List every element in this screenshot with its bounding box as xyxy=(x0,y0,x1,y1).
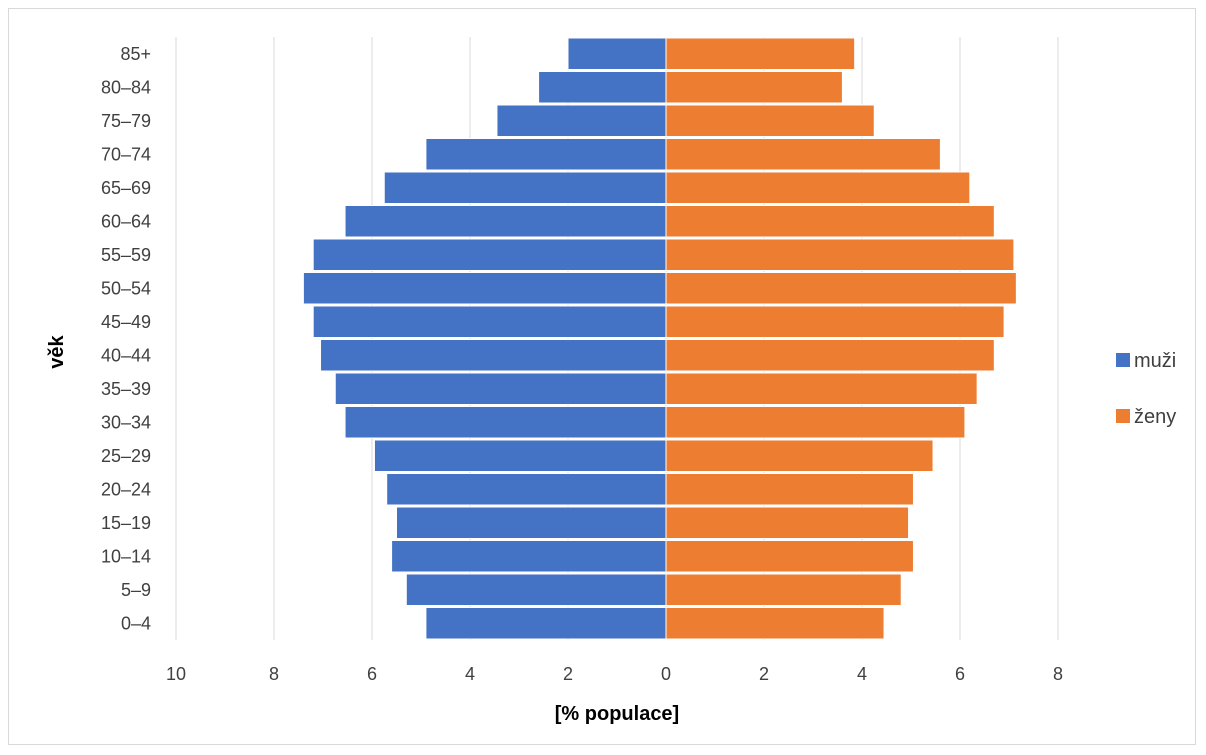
y-tick-label: 55–59 xyxy=(101,245,151,265)
bar-right-8 xyxy=(665,339,995,372)
bar-right-4 xyxy=(665,473,914,506)
y-tick-label: 5–9 xyxy=(121,580,151,600)
y-tick-label: 25–29 xyxy=(101,446,151,466)
bar-left-4 xyxy=(386,473,667,506)
bar-right-3 xyxy=(665,506,910,539)
bar-left-13 xyxy=(383,171,667,204)
x-tick-label: 0 xyxy=(661,664,671,684)
y-tick-label: 75–79 xyxy=(101,111,151,131)
x-tick-label: 4 xyxy=(857,664,867,684)
bar-right-13 xyxy=(665,171,971,204)
bar-right-1 xyxy=(665,573,902,606)
bar-left-7 xyxy=(334,372,667,405)
bars xyxy=(302,37,1017,640)
y-tick-label: 50–54 xyxy=(101,278,151,298)
bar-right-10 xyxy=(665,272,1017,305)
x-tick-label: 6 xyxy=(367,664,377,684)
y-tick-label: 85+ xyxy=(120,44,151,64)
y-tick-label: 10–14 xyxy=(101,546,151,566)
bar-left-8 xyxy=(320,339,667,372)
legend-swatch-1 xyxy=(1116,409,1130,423)
bar-right-15 xyxy=(665,104,875,137)
x-tick-label: 6 xyxy=(955,664,965,684)
bar-left-16 xyxy=(538,71,667,104)
x-tick-label: 2 xyxy=(563,664,573,684)
y-tick-label: 40–44 xyxy=(101,345,151,365)
bar-right-12 xyxy=(665,205,995,238)
x-tick-label: 2 xyxy=(759,664,769,684)
x-axis-title: [% populace] xyxy=(555,703,679,725)
grid-lines xyxy=(175,37,1059,640)
bar-right-11 xyxy=(665,238,1015,271)
y-tick-label: 70–74 xyxy=(101,144,151,164)
y-tick-label: 45–49 xyxy=(101,312,151,332)
y-tick-label: 0–4 xyxy=(121,613,151,633)
x-tick-label: 8 xyxy=(269,664,279,684)
y-tick-labels: 0–4 5–9 10–14 15–19 20–24 25–29 30–34 35–39 40–4… xyxy=(101,44,151,634)
bar-right-7 xyxy=(665,372,978,405)
bar-right-5 xyxy=(665,439,934,472)
legend: muži ženy xyxy=(1116,350,1176,428)
legend-label-0: muži xyxy=(1134,350,1176,372)
bar-left-10 xyxy=(302,272,667,305)
bar-left-17 xyxy=(567,37,667,70)
y-tick-label: 20–24 xyxy=(101,479,151,499)
chart-frame: 0–4 5–9 10–14 15–19 20–24 25–29 30–34 35–39 40–4… xyxy=(8,8,1196,745)
bar-left-11 xyxy=(312,238,667,271)
bar-left-15 xyxy=(496,104,667,137)
x-tick-label: 8 xyxy=(1053,664,1063,684)
bar-right-6 xyxy=(665,406,966,439)
y-tick-label: 30–34 xyxy=(101,412,151,432)
x-tick-label: 4 xyxy=(465,664,475,684)
bar-left-12 xyxy=(344,205,667,238)
y-tick-label: 80–84 xyxy=(101,77,151,97)
y-tick-label: 65–69 xyxy=(101,178,151,198)
bar-left-14 xyxy=(425,138,667,171)
x-tick-label: 10 xyxy=(166,664,186,684)
y-tick-label: 15–19 xyxy=(101,513,151,533)
y-axis-title: věk xyxy=(46,334,68,368)
bar-right-17 xyxy=(665,37,856,70)
bar-right-0 xyxy=(665,607,885,640)
bar-right-2 xyxy=(665,540,914,573)
bar-left-6 xyxy=(344,406,667,439)
x-tick-labels: 10 8 6 4 2 0 2 4 6 8 xyxy=(166,664,1063,684)
bar-right-16 xyxy=(665,71,843,104)
bar-right-14 xyxy=(665,138,941,171)
bar-left-0 xyxy=(425,607,667,640)
bar-left-3 xyxy=(396,506,667,539)
legend-label-1: ženy xyxy=(1134,406,1176,428)
y-tick-label: 60–64 xyxy=(101,211,151,231)
y-tick-label: 35–39 xyxy=(101,379,151,399)
bar-right-9 xyxy=(665,305,1005,338)
bar-left-1 xyxy=(405,573,667,606)
population-pyramid-chart: 0–4 5–9 10–14 15–19 20–24 25–29 30–34 35–39 40–4… xyxy=(46,37,1176,725)
bar-left-2 xyxy=(391,540,667,573)
bar-left-9 xyxy=(312,305,667,338)
legend-swatch-0 xyxy=(1116,353,1130,367)
bar-left-5 xyxy=(373,439,667,472)
